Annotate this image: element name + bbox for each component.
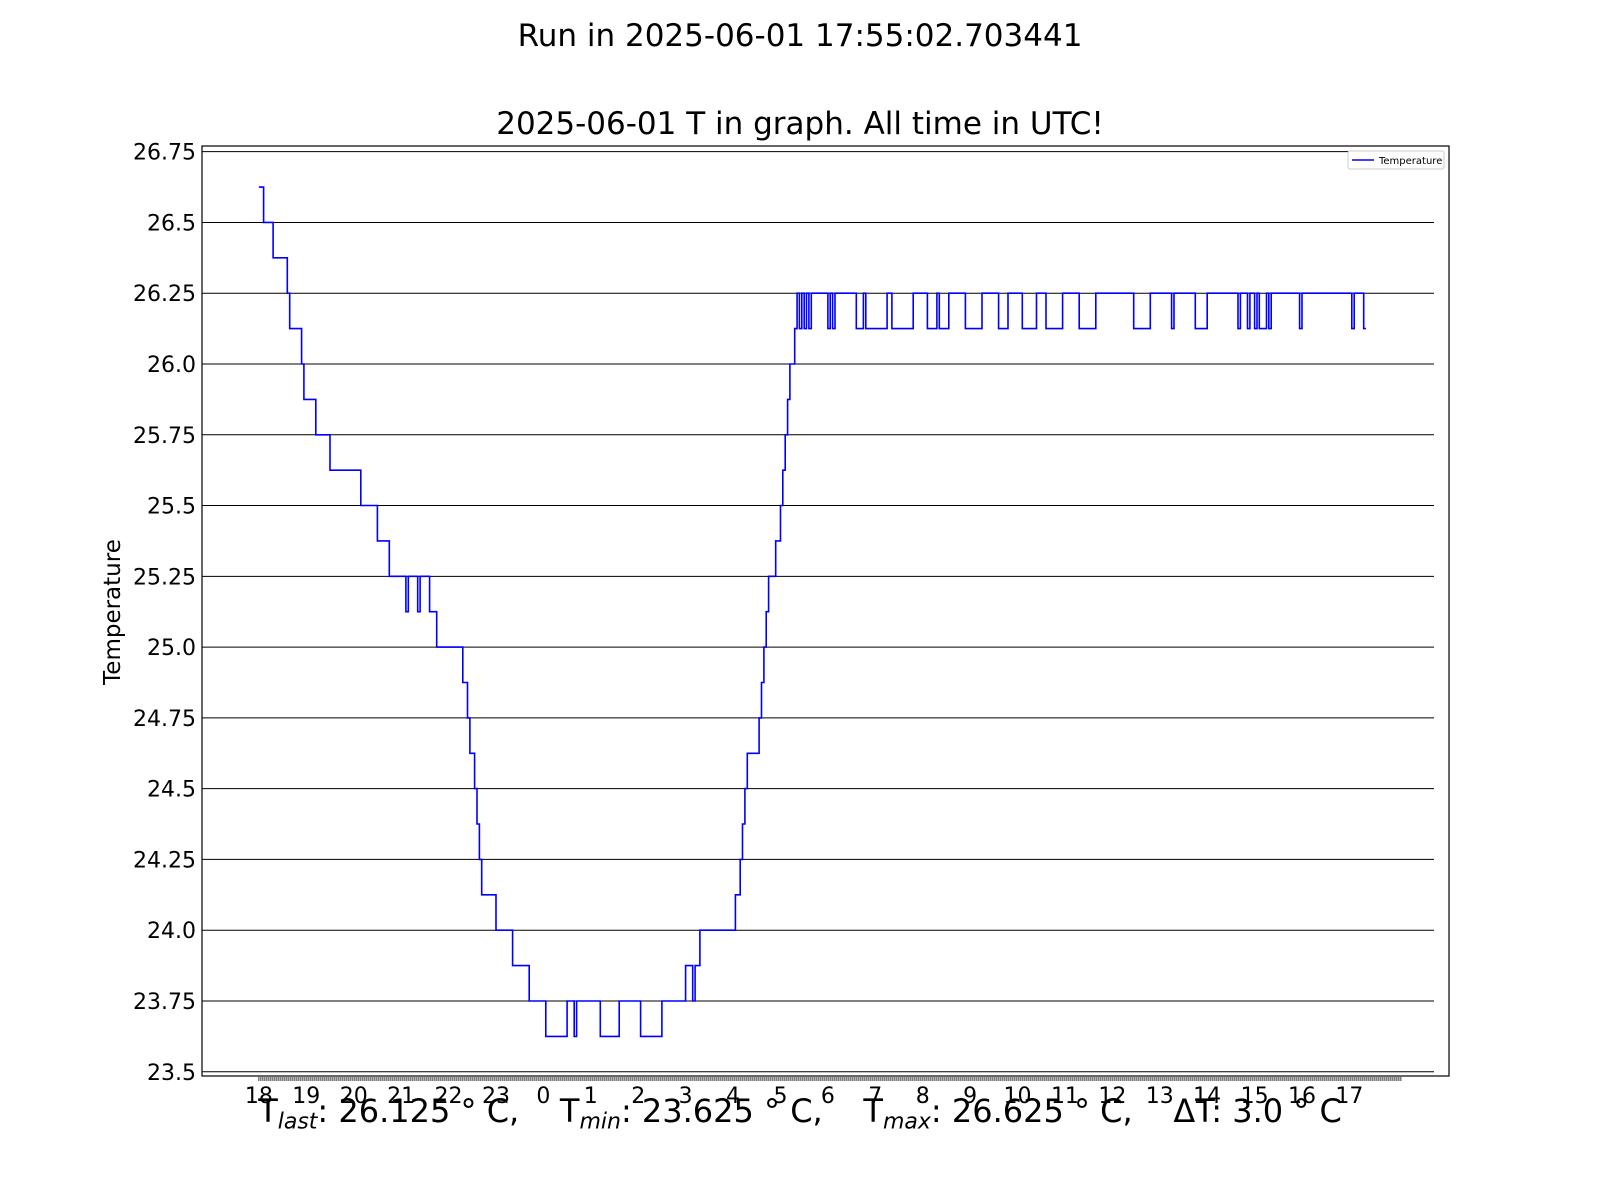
x-tick-label: 6	[821, 1084, 835, 1109]
t-last-value: : 26.125 ° C,	[317, 1092, 520, 1130]
run-title: Run in 2025-06-01 17:55:02.703441	[517, 18, 1083, 54]
x-tick-label: 4	[726, 1084, 740, 1109]
y-tick-label: 25.75	[133, 424, 196, 449]
y-tick-label: 26.25	[133, 282, 196, 307]
x-tick-label: 0	[536, 1084, 550, 1109]
t-last-sub: last	[277, 1109, 318, 1135]
t-last-label: T	[258, 1092, 278, 1130]
t-min-sub: min	[579, 1109, 621, 1135]
x-tick-label: 19	[292, 1084, 320, 1109]
x-tick-label: 1	[584, 1084, 598, 1109]
y-tick-label: 26.0	[147, 353, 196, 378]
x-tick-label: 15	[1241, 1084, 1269, 1109]
y-tick-label: 26.5	[147, 211, 196, 236]
t-max-sub: max	[882, 1109, 931, 1135]
y-tick-label: 24.0	[147, 919, 196, 944]
y-tick-label: 25.0	[147, 636, 196, 661]
x-tick-label: 13	[1146, 1084, 1174, 1109]
legend-label: Temperature	[1378, 156, 1442, 167]
x-tick-label: 8	[916, 1084, 930, 1109]
t-max-label: T	[863, 1092, 883, 1130]
y-tick-label: 23.5	[147, 1061, 196, 1086]
y-tick-label: 25.25	[133, 565, 196, 590]
stats-line: Tlast: 26.125 ° C, Tmin: 23.625 ° C, Tma…	[0, 1092, 1600, 1135]
y-tick-label: 25.5	[147, 495, 196, 520]
x-tick-label: 12	[1098, 1084, 1126, 1109]
x-minor-ticks	[258, 1077, 1402, 1081]
y-tick-label: 24.5	[147, 778, 196, 803]
y-tick-labels: 23.5 23.75 24.0 24.25 24.5 24.75 25.0 25.25 25.5…	[133, 141, 196, 1086]
x-tick-label: 21	[387, 1084, 415, 1109]
plot-frame	[201, 145, 1450, 1077]
x-tick-label: 2	[631, 1084, 645, 1109]
x-tick-label: 20	[340, 1084, 368, 1109]
series-line-temperature	[258, 186, 1366, 1038]
x-tick-label: 7	[868, 1084, 882, 1109]
grid-lines	[202, 151, 1434, 1073]
x-tick-label: 18	[245, 1084, 273, 1109]
t-min-label: T	[559, 1092, 580, 1130]
x-tick-label: 16	[1288, 1084, 1316, 1109]
x-tick-label: 17	[1335, 1084, 1363, 1109]
legend-box	[1347, 150, 1445, 170]
graph-title: 2025-06-01 T in graph. All time in UTC!	[496, 106, 1104, 142]
y-tick-label: 26.75	[133, 141, 196, 166]
x-tick-labels: 18 19 20 21 22 23 0 1 2 3 4 5 6 7 8 9 10 11 12 13 14 15 16 17	[245, 1084, 1364, 1109]
y-axis-label: Temperature	[100, 539, 126, 686]
delta-t-text: ΔT: 3.0 ° C	[1173, 1092, 1342, 1130]
t-min-value: : 23.625 ° C,	[620, 1092, 823, 1130]
x-tick-label: 23	[482, 1084, 510, 1109]
x-tick-label: 10	[1004, 1084, 1032, 1109]
x-tick-label: 3	[679, 1084, 693, 1109]
legend: Temperature	[1347, 150, 1445, 170]
x-tick-label: 11	[1051, 1084, 1079, 1109]
y-tick-label: 24.25	[133, 848, 196, 873]
x-tick-label: 5	[773, 1084, 787, 1109]
x-tick-label: 14	[1193, 1084, 1221, 1109]
t-max-value: : 26.625 ° C,	[930, 1092, 1133, 1130]
series-lines	[258, 186, 1366, 1038]
x-tick-label: 9	[963, 1084, 977, 1109]
y-tick-label: 23.75	[133, 990, 196, 1015]
y-tick-label: 24.75	[133, 707, 196, 732]
x-tick-label: 22	[435, 1084, 463, 1109]
